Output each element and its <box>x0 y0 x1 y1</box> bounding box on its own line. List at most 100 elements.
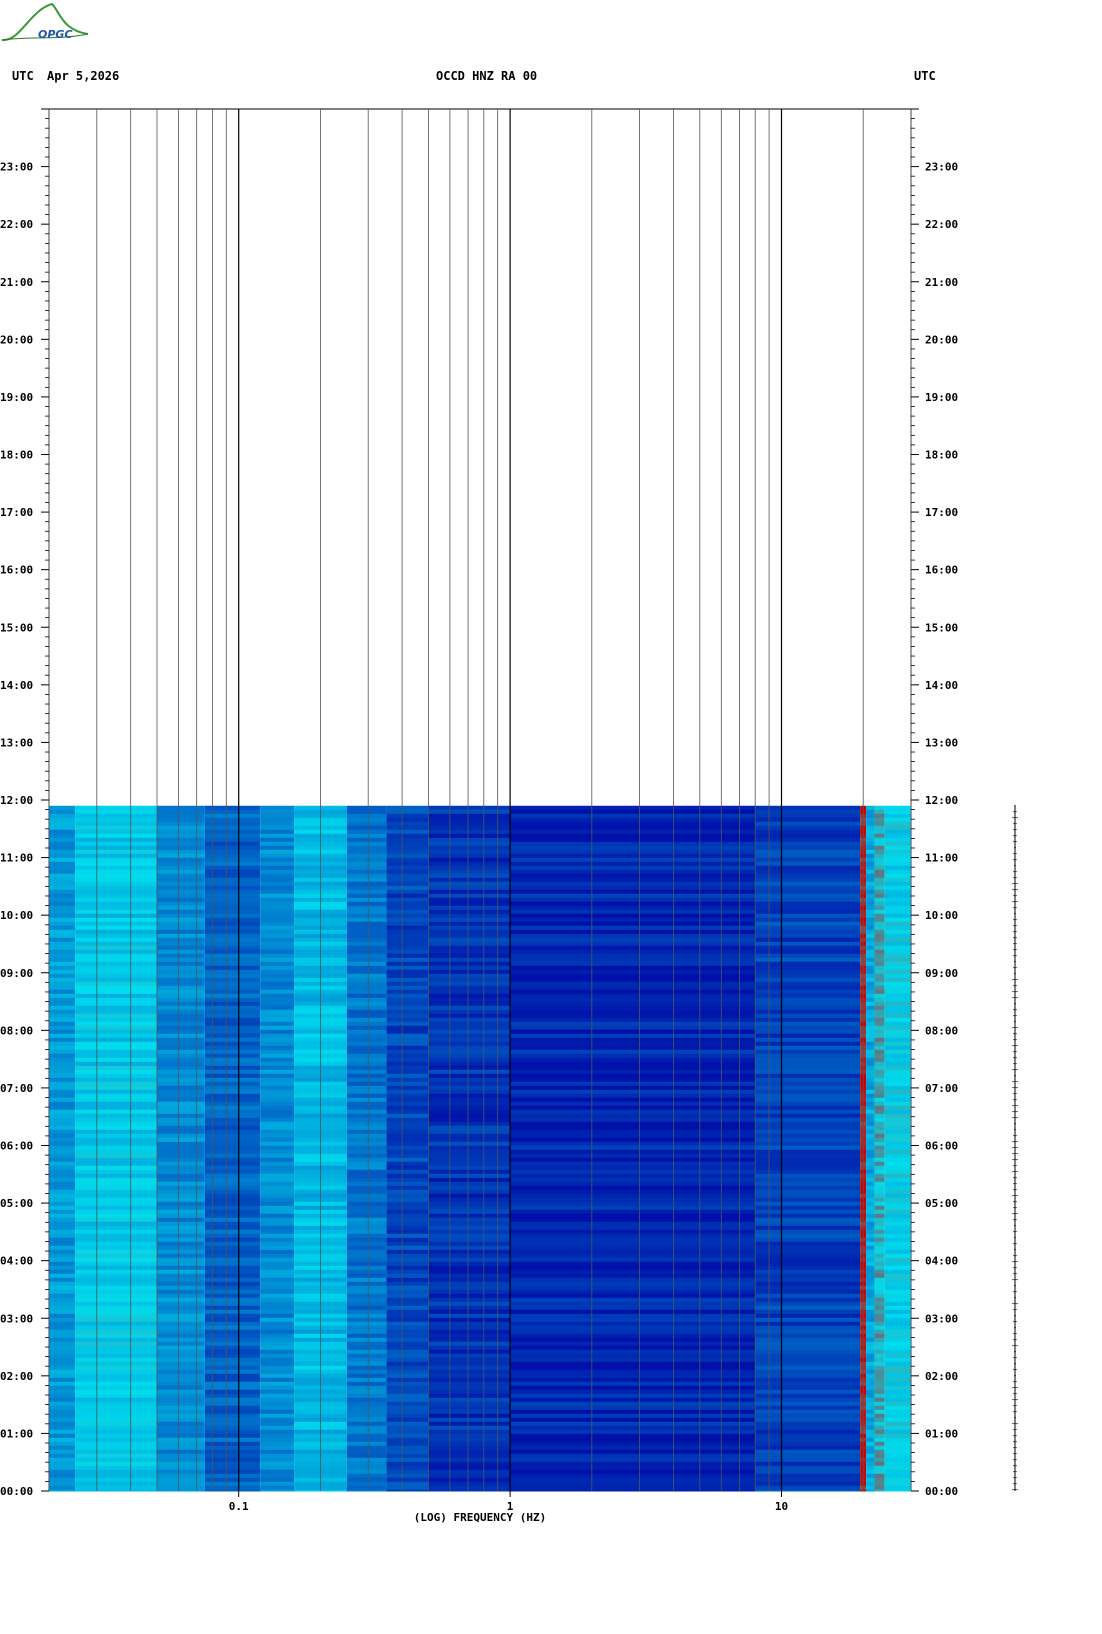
spectrogram-cell <box>755 1001 861 1007</box>
spectrogram-cell <box>884 1353 911 1359</box>
spectrogram-cell <box>260 1093 295 1099</box>
spectrogram-cell <box>510 1437 756 1443</box>
spectrogram-cell <box>884 1313 911 1319</box>
spectrogram-cell <box>510 1241 756 1247</box>
spectrogram-cell <box>884 1145 911 1151</box>
spectrogram-cell <box>755 1133 861 1139</box>
spectrogram-cell <box>755 977 861 983</box>
spectrogram-cell <box>884 1081 911 1087</box>
spectrogram-cell <box>874 1485 885 1491</box>
spectrogram-cell <box>884 1441 911 1447</box>
spectrogram-cell <box>260 1453 295 1459</box>
spectrogram-cell <box>866 1277 875 1283</box>
spectrogram-cell <box>260 993 295 999</box>
spectrogram-cell <box>75 1429 158 1435</box>
spectrogram-cell <box>510 1013 756 1019</box>
spectrogram-cell <box>755 1073 861 1079</box>
spectrogram-cell <box>428 1177 511 1183</box>
spectrogram-cell <box>866 1109 875 1115</box>
spectrogram-cell <box>428 1121 511 1127</box>
spectrogram-cell <box>884 1473 911 1479</box>
spectrogram-cell <box>386 1289 429 1295</box>
spectrogram-cell <box>346 1297 387 1303</box>
spectrogram-cell <box>874 1353 885 1359</box>
spectrogram-cell <box>157 1085 205 1091</box>
spectrogram-cell <box>755 1077 861 1083</box>
spectrogram-cell <box>204 1401 261 1407</box>
spectrogram-cell <box>884 1237 911 1243</box>
spectrogram-cell <box>428 1233 511 1239</box>
spectrogram-cell <box>204 961 261 967</box>
spectrogram-cell <box>49 1133 76 1139</box>
spectrogram-cell <box>510 921 756 927</box>
spectrogram-cell <box>866 1105 875 1111</box>
spectrogram-cell <box>884 905 911 911</box>
spectrogram-cell <box>510 1409 756 1415</box>
spectrogram-cell <box>346 1189 387 1195</box>
spectrogram-cell <box>510 837 756 843</box>
spectrogram-cell <box>874 969 885 975</box>
spectrogram-cell <box>874 1377 885 1383</box>
spectrogram-cell <box>75 941 158 947</box>
spectrogram-cell <box>428 1201 511 1207</box>
spectrogram-cell <box>874 845 885 851</box>
spectrogram-cell <box>157 1177 205 1183</box>
spectrogram-cell <box>755 1049 861 1055</box>
spectrogram-cell <box>755 817 861 823</box>
spectrogram-cell <box>874 961 885 967</box>
spectrogram-cell <box>510 805 756 811</box>
spectrogram-cell <box>75 1017 158 1023</box>
spectrogram-cell <box>866 1417 875 1423</box>
spectrogram-cell <box>386 1445 429 1451</box>
spectrogram-cell <box>346 1017 387 1023</box>
spectrogram-cell <box>260 1309 295 1315</box>
spectrogram-cell <box>75 937 158 943</box>
spectrogram-cell <box>204 1449 261 1455</box>
spectrogram-cell <box>260 1153 295 1159</box>
spectrogram-cell <box>874 1437 885 1443</box>
spectrogram-cell <box>49 1069 76 1075</box>
spectrogram-cell <box>260 1377 295 1383</box>
spectrogram-cell <box>346 1109 387 1115</box>
spectrogram-cell <box>386 1405 429 1411</box>
spectrogram-cell <box>346 1413 387 1419</box>
spectrogram-cell <box>204 1021 261 1027</box>
spectrogram-cell <box>874 885 885 891</box>
spectrogram-cell <box>75 1101 158 1107</box>
spectrogram-cell <box>260 861 295 867</box>
spectrogram-cell <box>874 1177 885 1183</box>
spectrogram-cell <box>884 1241 911 1247</box>
spectrogram-cell <box>346 921 387 927</box>
spectrogram-cell <box>874 1105 885 1111</box>
spectrogram-cell <box>49 1457 76 1463</box>
spectrogram-cell <box>75 1421 158 1427</box>
spectrogram-cell <box>157 1021 205 1027</box>
spectrogram-cell <box>49 925 76 931</box>
spectrogram-cell <box>866 1413 875 1419</box>
spectrogram-cell <box>874 1361 885 1367</box>
spectrogram-cell <box>428 1117 511 1123</box>
spectrogram-cell <box>510 1113 756 1119</box>
spectrogram-cell <box>260 1249 295 1255</box>
spectrogram-cell <box>874 1373 885 1379</box>
spectrogram-cell <box>346 1205 387 1211</box>
spectrogram-cell <box>157 977 205 983</box>
spectrogram-cell <box>874 973 885 979</box>
spectrogram-cell <box>157 1369 205 1375</box>
spectrogram-cell <box>75 1489 158 1492</box>
spectrogram-cell <box>884 1265 911 1271</box>
spectrogram-cell <box>204 1245 261 1251</box>
spectrogram-cell <box>386 1253 429 1259</box>
spectrogram-cell <box>755 1477 861 1483</box>
spectrogram-cell <box>884 901 911 907</box>
spectrogram-cell <box>386 1401 429 1407</box>
spectrogram-cell <box>49 1453 76 1459</box>
spectrogram-cell <box>510 1369 756 1375</box>
spectrogram-cell <box>755 1261 861 1267</box>
spectrogram-cell <box>755 821 861 827</box>
spectrogram-cell <box>346 1377 387 1383</box>
spectrogram-cell <box>346 1185 387 1191</box>
spectrogram-cell <box>49 1201 76 1207</box>
spectrogram-cell <box>204 1041 261 1047</box>
